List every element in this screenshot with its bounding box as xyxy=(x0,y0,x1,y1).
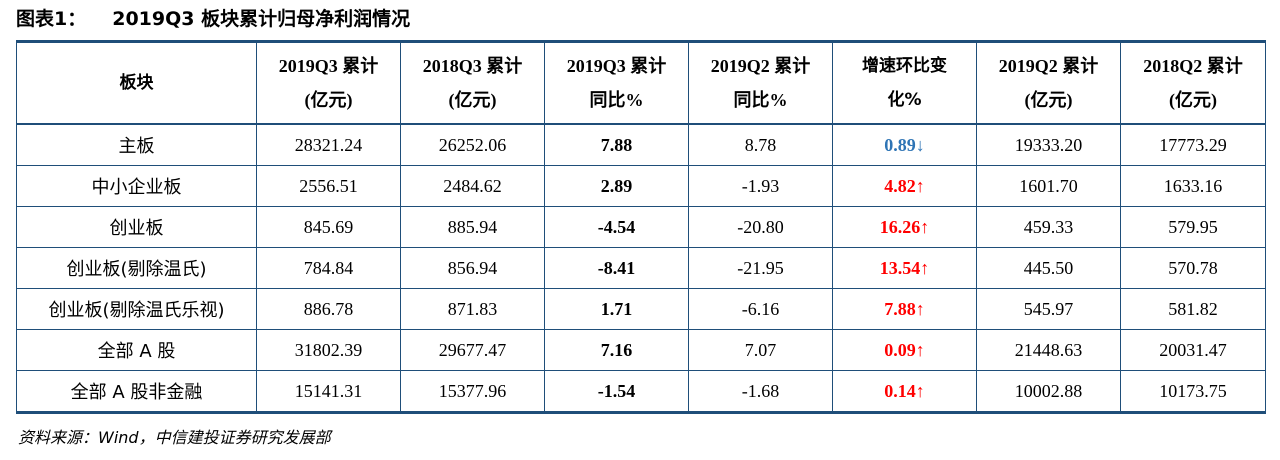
cell-2019q2-cum: 445.50 xyxy=(976,247,1121,289)
cell-sector: 创业板(剔除温氏乐视) xyxy=(16,288,257,330)
cell-sector: 全部 A 股 xyxy=(16,329,257,371)
cell-sector: 创业板(剔除温氏) xyxy=(16,247,257,289)
cell-2019q3-cum: 886.78 xyxy=(256,288,401,330)
cell-2019q2-yoy: -20.80 xyxy=(688,206,833,248)
cell-2018q3-cum: 856.94 xyxy=(400,247,545,289)
cell-2019q2-cum: 459.33 xyxy=(976,206,1121,248)
cell-2019q3-cum: 2556.51 xyxy=(256,165,401,207)
cell-growth-change: 13.54↑ xyxy=(832,247,977,289)
header-2019q3-cum: 2019Q3 累计 (亿元) xyxy=(256,41,401,125)
cell-2018q2-cum: 570.78 xyxy=(1120,247,1266,289)
change-value: 4.82↑ xyxy=(884,175,925,196)
cell-2018q3-cum: 885.94 xyxy=(400,206,545,248)
cell-2019q3-yoy: 2.89 xyxy=(544,165,689,207)
table-row: 全部 A 股 31802.39 29677.47 7.16 7.07 0.09↑ 21448… xyxy=(16,329,1266,371)
header-2019q2-cum: 2019Q2 累计 (亿元) xyxy=(976,41,1121,125)
table-row: 创业板(剔除温氏乐视) 886.78 871.83 1.71 -6.16 7.88↑ 545… xyxy=(16,288,1266,330)
cell-2018q2-cum: 581.82 xyxy=(1120,288,1266,330)
change-value: 7.88↑ xyxy=(884,298,925,319)
header-2019q2-yoy: 2019Q2 累计 同比% xyxy=(688,41,833,125)
cell-growth-change: 0.14↑ xyxy=(832,370,977,413)
header-2018q3-cum: 2018Q3 累计 (亿元) xyxy=(400,41,545,125)
cell-growth-change: 4.82↑ xyxy=(832,165,977,207)
cell-growth-change: 0.89↓ xyxy=(832,123,977,166)
figure-title: 图表1： 2019Q3 板块累计归母净利润情况 xyxy=(16,5,410,33)
change-value: 13.54↑ xyxy=(879,257,930,278)
table-row: 中小企业板 2556.51 2484.62 2.89 -1.93 4.82↑ 1601.70… xyxy=(16,165,1266,207)
change-value: 0.14↑ xyxy=(884,380,925,401)
cell-2018q3-cum: 2484.62 xyxy=(400,165,545,207)
cell-2019q2-yoy: 7.07 xyxy=(688,329,833,371)
table-row: 主板 28321.24 26252.06 7.88 8.78 0.89↓ 19333.20 1… xyxy=(16,123,1266,166)
cell-2018q3-cum: 871.83 xyxy=(400,288,545,330)
cell-2019q2-yoy: -1.68 xyxy=(688,370,833,413)
cell-2019q3-cum: 28321.24 xyxy=(256,123,401,166)
cell-2019q2-cum: 10002.88 xyxy=(976,370,1121,413)
cell-2018q3-cum: 29677.47 xyxy=(400,329,545,371)
cell-2019q3-cum: 784.84 xyxy=(256,247,401,289)
table-body: 主板 28321.24 26252.06 7.88 8.78 0.89↓ 19333.20 1… xyxy=(16,123,1266,413)
cell-2018q2-cum: 579.95 xyxy=(1120,206,1266,248)
cell-2018q3-cum: 15377.96 xyxy=(400,370,545,413)
cell-sector: 主板 xyxy=(16,123,257,166)
cell-2019q2-yoy: 8.78 xyxy=(688,123,833,166)
cell-2019q3-yoy: -4.54 xyxy=(544,206,689,248)
cell-2019q3-cum: 31802.39 xyxy=(256,329,401,371)
cell-2019q2-cum: 21448.63 xyxy=(976,329,1121,371)
header-2018q2-cum: 2018Q2 累计 (亿元) xyxy=(1120,41,1266,125)
cell-2019q3-cum: 15141.31 xyxy=(256,370,401,413)
cell-growth-change: 7.88↑ xyxy=(832,288,977,330)
figure-title-text: 2019Q3 板块累计归母净利润情况 xyxy=(112,8,411,30)
cell-2019q2-yoy: -21.95 xyxy=(688,247,833,289)
change-value: 0.89↓ xyxy=(884,134,925,155)
cell-2018q2-cum: 1633.16 xyxy=(1120,165,1266,207)
cell-sector: 中小企业板 xyxy=(16,165,257,207)
source-note: 资料来源：Wind，中信建投证券研究发展部 xyxy=(18,428,331,447)
cell-2018q3-cum: 26252.06 xyxy=(400,123,545,166)
profit-table: 板块 2019Q3 累计 (亿元) 2018Q3 累计 (亿元) 2019Q3 累计… xyxy=(16,40,1266,414)
cell-2019q3-yoy: -8.41 xyxy=(544,247,689,289)
cell-2019q2-cum: 1601.70 xyxy=(976,165,1121,207)
cell-sector: 全部 A 股非金融 xyxy=(16,370,257,413)
cell-2019q3-yoy: 7.88 xyxy=(544,123,689,166)
cell-2018q2-cum: 10173.75 xyxy=(1120,370,1266,413)
cell-2018q2-cum: 17773.29 xyxy=(1120,123,1266,166)
header-growth-change: 增速环比变 化% xyxy=(832,41,977,125)
change-value: 0.09↑ xyxy=(884,339,925,360)
cell-2019q2-cum: 19333.20 xyxy=(976,123,1121,166)
cell-2019q2-yoy: -6.16 xyxy=(688,288,833,330)
figure-label: 图表1： xyxy=(16,8,87,30)
table-row: 创业板(剔除温氏) 784.84 856.94 -8.41 -21.95 13.54↑ 44… xyxy=(16,247,1266,289)
header-sector: 板块 xyxy=(16,41,257,125)
cell-2019q3-yoy: 7.16 xyxy=(544,329,689,371)
cell-sector: 创业板 xyxy=(16,206,257,248)
table-row: 创业板 845.69 885.94 -4.54 -20.80 16.26↑ 459.33 57… xyxy=(16,206,1266,248)
change-value: 16.26↑ xyxy=(879,216,930,237)
header-row: 板块 2019Q3 累计 (亿元) 2018Q3 累计 (亿元) 2019Q3 累计… xyxy=(16,41,1266,125)
cell-growth-change: 16.26↑ xyxy=(832,206,977,248)
cell-2019q3-yoy: -1.54 xyxy=(544,370,689,413)
table-row: 全部 A 股非金融 15141.31 15377.96 -1.54 -1.68 0.14↑… xyxy=(16,370,1266,413)
cell-2019q2-yoy: -1.93 xyxy=(688,165,833,207)
cell-2019q3-cum: 845.69 xyxy=(256,206,401,248)
cell-2019q2-cum: 545.97 xyxy=(976,288,1121,330)
cell-2019q3-yoy: 1.71 xyxy=(544,288,689,330)
header-2019q3-yoy: 2019Q3 累计 同比% xyxy=(544,41,689,125)
cell-2018q2-cum: 20031.47 xyxy=(1120,329,1266,371)
cell-growth-change: 0.09↑ xyxy=(832,329,977,371)
